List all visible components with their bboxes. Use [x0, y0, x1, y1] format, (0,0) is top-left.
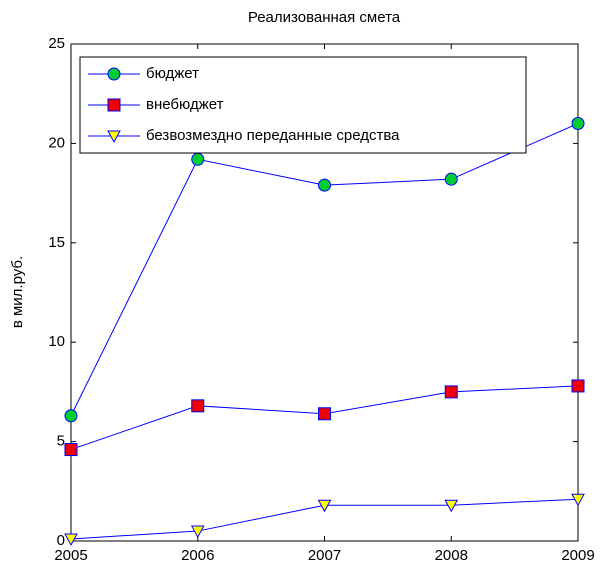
marker: [107, 130, 121, 144]
x-tick-label: 2009: [561, 547, 594, 564]
marker: [571, 493, 585, 507]
marker: [444, 385, 458, 399]
axes-box: [70, 43, 579, 542]
marker: [444, 499, 459, 513]
marker: [191, 152, 205, 166]
legend-label: внебюджет: [146, 96, 224, 113]
y-tick-label: 20: [48, 134, 65, 151]
marker: [190, 525, 205, 539]
legend-label: безвозмездно переданные средства: [146, 127, 400, 144]
marker: [64, 533, 78, 547]
x-tick-label: 2006: [181, 547, 214, 564]
marker: [318, 407, 331, 421]
marker: [107, 98, 121, 112]
marker: [64, 409, 78, 423]
y-axis-label: в мил.руб.: [9, 256, 26, 328]
marker: [317, 499, 332, 513]
legend: бюджет внебюджет безвозмездно переданные с…: [79, 56, 527, 154]
y-tick-label: 25: [48, 35, 65, 52]
marker: [571, 379, 585, 393]
marker: [444, 172, 458, 186]
x-tick-label: 2008: [435, 547, 468, 564]
marker: [191, 399, 205, 413]
marker: [571, 117, 585, 131]
marker: [107, 67, 121, 81]
y-tick-label: 15: [48, 234, 65, 251]
x-tick-label: 2007: [308, 547, 341, 564]
y-tick-label: 0: [57, 532, 65, 549]
chart-title: Реализованная смета: [248, 9, 401, 26]
y-tick-label: 5: [57, 433, 65, 450]
legend-label: бюджет: [146, 65, 199, 82]
legend-box: [79, 56, 527, 154]
y-tick-label: 10: [48, 333, 65, 350]
marker: [64, 443, 78, 457]
marker: [318, 178, 331, 192]
x-tick-label: 2005: [54, 547, 87, 564]
